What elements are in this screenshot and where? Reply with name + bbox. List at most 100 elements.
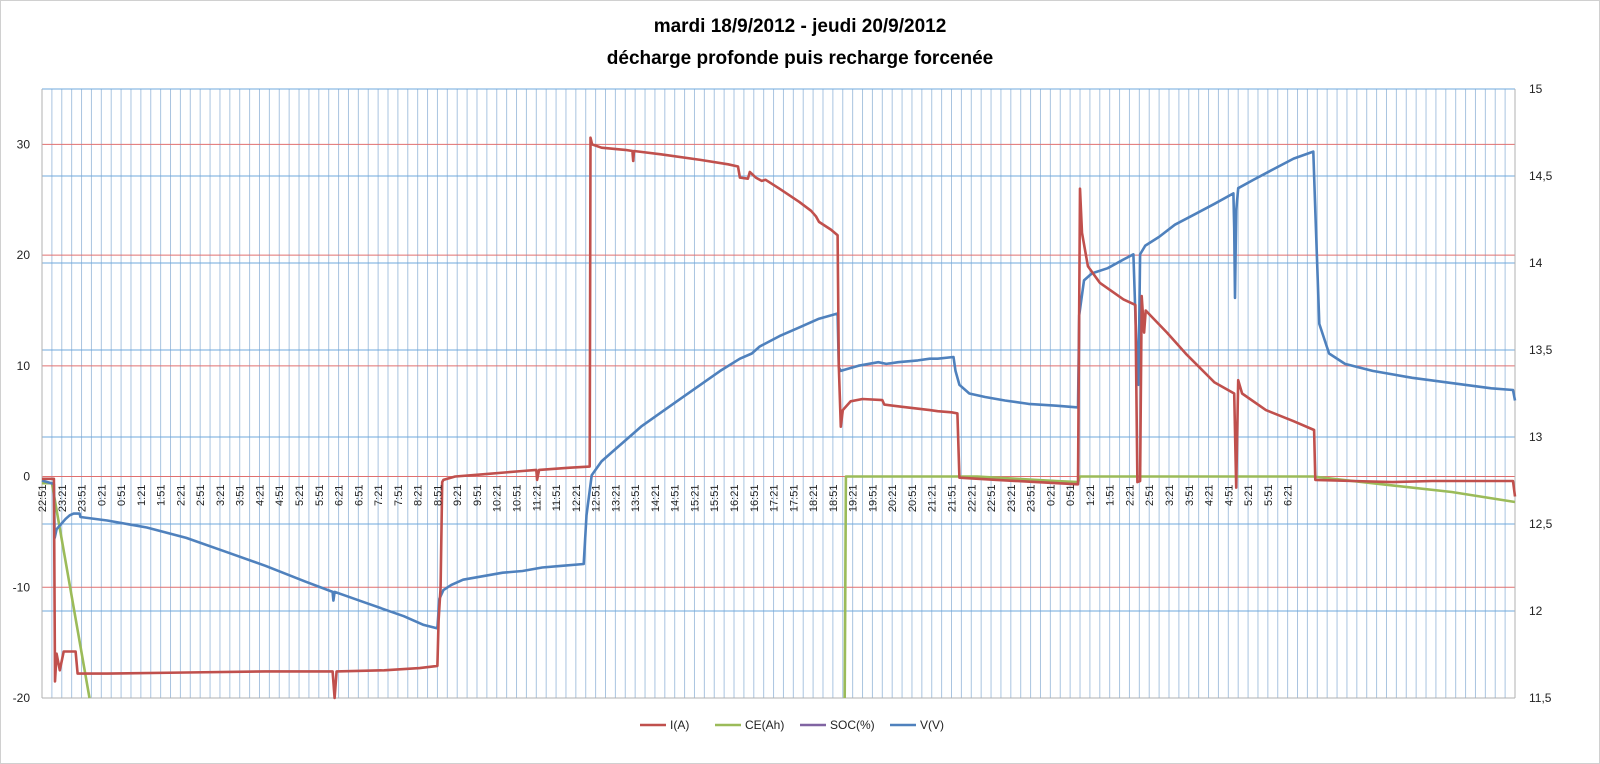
x-tick-label: 4:51: [1223, 485, 1235, 506]
x-tick-label: 12:51: [591, 485, 603, 513]
x-tick-label: 10:51: [512, 485, 524, 513]
x-tick-label: 23:21: [57, 485, 69, 513]
legend-item: CE(Ah): [715, 718, 784, 732]
right-axis-tick-labels: 11,5 12 12,5 13 13,5 14 14,5 15: [1529, 82, 1553, 705]
right-tick-label: 14,5: [1529, 169, 1553, 183]
x-tick-label: 13:21: [610, 485, 622, 513]
x-tick-label: 7:51: [393, 485, 405, 506]
x-tick-label: 7:21: [373, 485, 385, 506]
legend-item: V(V): [890, 718, 944, 732]
x-tick-label: 3:21: [1164, 485, 1176, 506]
x-tick-label: 1:51: [156, 485, 168, 506]
x-tick-label: 22:21: [966, 485, 978, 513]
x-tick-label: 20:21: [887, 485, 899, 513]
x-tick-label: 17:21: [769, 485, 781, 513]
x-tick-label: 2:51: [195, 485, 207, 506]
x-tick-label: 8:51: [432, 485, 444, 506]
x-tick-label: 6:21: [334, 485, 346, 506]
minor-vertical-grid: [41, 89, 1516, 698]
x-tick-label: 2:21: [175, 485, 187, 506]
x-tick-label: 4:21: [1204, 485, 1216, 506]
left-axis-tick-labels: -20 -10 0 10 20 30: [13, 137, 31, 705]
x-tick-label: 13:51: [630, 485, 642, 513]
x-tick-label: 20:51: [907, 485, 919, 513]
right-tick-label: 13,5: [1529, 343, 1553, 357]
legend-label: V(V): [920, 718, 944, 732]
left-tick-label: -20: [13, 691, 31, 705]
right-tick-label: 13: [1529, 430, 1543, 444]
right-tick-label: 15: [1529, 82, 1543, 96]
x-tick-label: 0:21: [96, 485, 108, 506]
x-tick-label: 9:51: [472, 485, 484, 506]
x-tick-label: 21:51: [947, 485, 959, 513]
x-tick-label: 16:21: [729, 485, 741, 513]
x-tick-label: 6:51: [353, 485, 365, 506]
x-tick-label: 3:21: [215, 485, 227, 506]
x-tick-label: 4:51: [274, 485, 286, 506]
x-tick-label: 15:51: [709, 485, 721, 513]
x-tick-label: 0:51: [1065, 485, 1077, 506]
x-tick-label: 21:21: [927, 485, 939, 513]
left-tick-label: 30: [17, 137, 31, 151]
x-tick-label: 5:51: [314, 485, 326, 506]
right-tick-label: 12,5: [1529, 517, 1553, 531]
x-tick-label: 16:51: [749, 485, 761, 513]
x-tick-label: 5:51: [1263, 485, 1275, 506]
x-tick-label: 18:21: [808, 485, 820, 513]
series-line-vv: [41, 150, 1517, 630]
left-tick-label: -10: [13, 580, 31, 594]
x-tick-label: 6:21: [1283, 485, 1295, 506]
x-tick-label: 0:51: [116, 485, 128, 506]
left-tick-label: 20: [17, 248, 31, 262]
x-tick-label: 22:51: [986, 485, 998, 513]
chart-title-line-1: mardi 18/9/2012 - jeudi 20/9/2012: [653, 16, 947, 37]
legend-label: SOC(%): [830, 718, 875, 732]
x-tick-label: 22:51: [37, 485, 49, 513]
x-axis-tick-labels: 22:51 23:21 23:51 0:21 0:51 1:21 1:51 2:21 2:51 3…: [37, 485, 1295, 513]
legend-item: I(A): [640, 718, 689, 732]
x-tick-label: 19:21: [848, 485, 860, 513]
left-tick-label: 10: [17, 359, 31, 373]
legend: I(A) CE(Ah) SOC(%) V(V): [640, 718, 944, 732]
x-tick-label: 11:21: [531, 485, 543, 512]
x-tick-label: 23:51: [77, 485, 89, 513]
right-axis-gridlines: [42, 88, 1515, 699]
x-tick-label: 8:21: [413, 485, 425, 506]
legend-label: I(A): [670, 718, 689, 732]
series-line-ia: [42, 136, 1517, 700]
x-tick-label: 14:21: [650, 485, 662, 513]
x-tick-label: 23:51: [1026, 485, 1038, 513]
x-tick-label: 0:21: [1045, 485, 1057, 506]
legend-item: SOC(%): [800, 718, 875, 732]
x-tick-label: 15:21: [689, 485, 701, 513]
x-tick-label: 3:51: [1184, 485, 1196, 506]
right-tick-label: 12: [1529, 604, 1543, 618]
x-tick-label: 2:51: [1144, 485, 1156, 506]
x-tick-label: 9:21: [452, 485, 464, 506]
right-tick-label: 11,5: [1529, 691, 1552, 705]
x-tick-label: 10:21: [492, 485, 504, 513]
x-tick-label: 2:21: [1124, 485, 1136, 506]
x-tick-label: 14:51: [670, 485, 682, 513]
x-tick-label: 1:21: [1085, 485, 1097, 506]
x-tick-label: 1:51: [1105, 485, 1117, 506]
x-tick-label: 19:51: [867, 485, 879, 513]
x-tick-label: 3:51: [235, 485, 247, 506]
x-tick-label: 23:21: [1006, 485, 1018, 513]
x-tick-label: 4:21: [254, 485, 266, 506]
x-tick-label: 5:21: [294, 485, 306, 506]
left-tick-label: 0: [23, 470, 30, 484]
x-tick-label: 1:21: [136, 485, 148, 506]
x-tick-label: 17:51: [788, 485, 800, 513]
plot-frame: [41, 89, 1516, 699]
legend-label: CE(Ah): [745, 718, 784, 732]
chart-title-line-2: décharge profonde puis recharge forcenée: [606, 48, 994, 69]
x-tick-label: 11:51: [551, 485, 563, 512]
x-tick-label: 5:21: [1243, 485, 1255, 506]
right-tick-label: 14: [1529, 256, 1543, 270]
x-tick-label: 18:51: [828, 485, 840, 513]
x-tick-label: 12:21: [571, 485, 583, 513]
